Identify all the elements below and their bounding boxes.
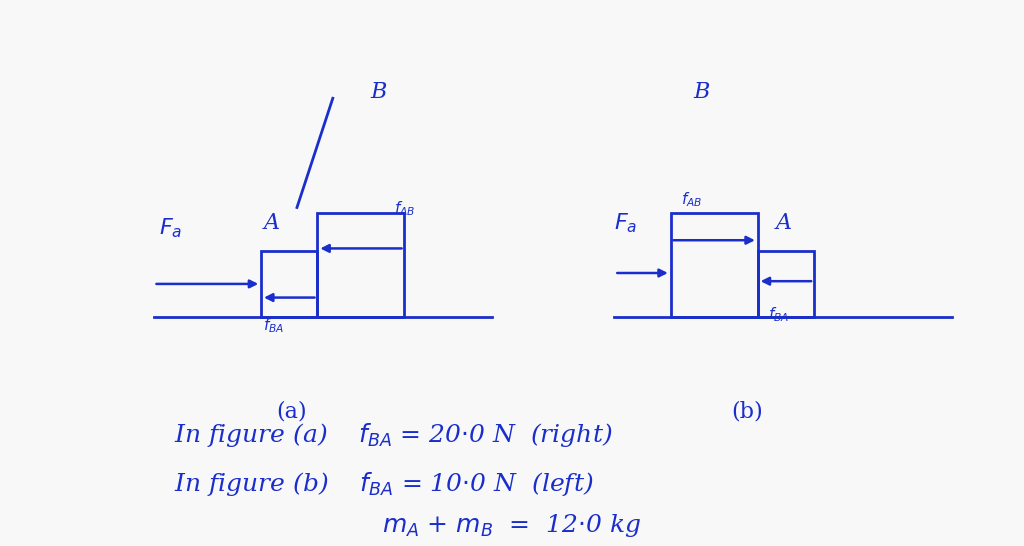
Text: (b): (b): [731, 401, 764, 423]
Text: A: A: [775, 212, 792, 234]
Text: A: A: [263, 212, 280, 234]
Text: $f_{AB}$: $f_{AB}$: [681, 191, 702, 210]
Text: B: B: [371, 81, 387, 103]
Text: $f_{AB}$: $f_{AB}$: [394, 199, 416, 218]
Text: $F_a$: $F_a$: [614, 211, 638, 235]
Text: In figure (b)    $f_{BA}$ = 10$\cdot$0 N  (left): In figure (b) $f_{BA}$ = 10$\cdot$0 N (l…: [174, 471, 594, 498]
Text: $m_A$ + $m_B$  =  12$\cdot$0 kg: $m_A$ + $m_B$ = 12$\cdot$0 kg: [382, 512, 642, 539]
Text: $F_a$: $F_a$: [159, 217, 182, 240]
Text: B: B: [693, 81, 710, 103]
Text: In figure (a)    $f_{BA}$ = 20$\cdot$0 N  (right): In figure (a) $f_{BA}$ = 20$\cdot$0 N (r…: [174, 422, 612, 449]
Text: $f_{BA}$: $f_{BA}$: [768, 305, 790, 324]
Text: $f_{BA}$: $f_{BA}$: [263, 316, 284, 335]
Text: (a): (a): [276, 401, 307, 423]
